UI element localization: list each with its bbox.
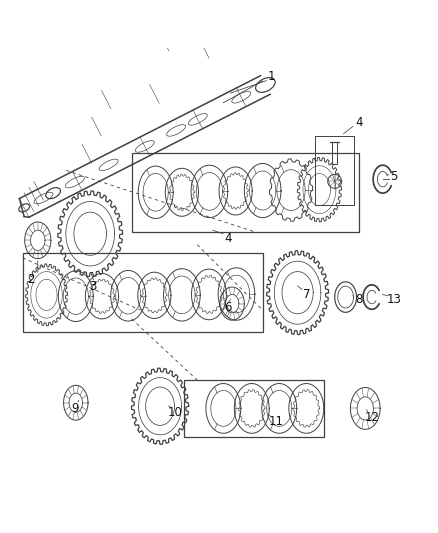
Text: 9: 9 (71, 402, 79, 415)
Text: 12: 12 (364, 410, 379, 424)
Bar (132, 153, 359, 231)
Text: 8: 8 (355, 293, 362, 306)
Bar (22, 253, 263, 332)
Text: 4: 4 (224, 232, 231, 245)
Bar (184, 380, 324, 437)
Text: 3: 3 (89, 280, 96, 293)
Text: 6: 6 (224, 302, 231, 314)
Text: 4: 4 (355, 116, 363, 129)
Text: 7: 7 (303, 288, 310, 301)
Text: 13: 13 (386, 293, 401, 306)
Text: 11: 11 (268, 415, 283, 428)
Text: 2: 2 (28, 273, 35, 286)
Text: 5: 5 (390, 171, 397, 183)
Text: 10: 10 (168, 406, 183, 419)
Text: 1: 1 (268, 70, 275, 83)
